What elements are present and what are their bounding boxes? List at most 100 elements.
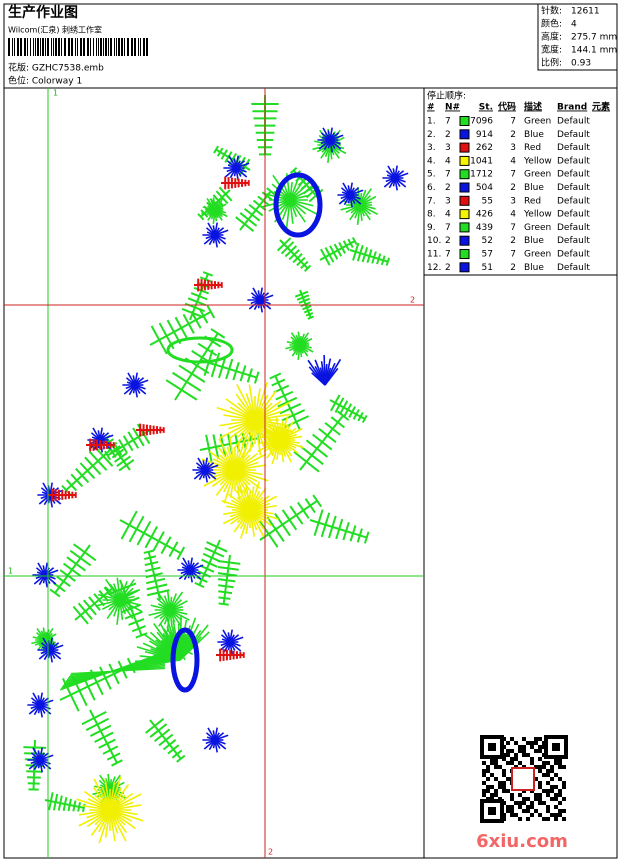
needle: 2 [445, 263, 451, 273]
qr-module [518, 801, 522, 805]
qr-module [558, 813, 562, 817]
bar [140, 38, 141, 56]
qr-module [526, 805, 530, 809]
bar [55, 38, 57, 56]
info-value: 4 [571, 20, 577, 30]
qr-module [510, 809, 514, 813]
description: Blue [524, 130, 544, 140]
qr-module [494, 765, 498, 769]
qr-module [558, 765, 562, 769]
color-swatch [460, 117, 469, 126]
qr-module [518, 817, 522, 821]
row-number: 12. [427, 263, 441, 273]
info-value: 12611 [571, 7, 600, 17]
qr-module [494, 777, 498, 781]
qr-module [538, 745, 542, 749]
bar [103, 38, 104, 56]
bar [138, 38, 139, 56]
table-title: 停止顺序: [427, 90, 466, 102]
bar [87, 38, 89, 56]
row-number: 8. [427, 210, 436, 220]
qr-module [510, 761, 514, 765]
needle: 7 [445, 223, 451, 233]
qr-module [534, 797, 538, 801]
color-swatch [460, 130, 469, 139]
brand: Default [557, 236, 590, 246]
row-number: 3. [427, 143, 436, 153]
bar [40, 38, 41, 56]
info-label: 针数: [541, 5, 562, 17]
column-header: 元素 [592, 101, 610, 113]
color-swatch [460, 223, 469, 232]
qr-module [526, 817, 530, 821]
guide-label: 2 [268, 848, 273, 857]
color-swatch [460, 210, 469, 219]
brand: Default [557, 183, 590, 193]
code: 4 [510, 156, 516, 166]
code: 4 [510, 210, 516, 220]
guide-label: 2 [410, 296, 415, 305]
stitches: 57 [482, 250, 493, 260]
qr-module [506, 741, 510, 745]
qr-module [506, 753, 510, 757]
code: 7 [510, 170, 516, 180]
color-swatch [460, 183, 469, 192]
bar [71, 38, 73, 56]
qr-module [554, 813, 558, 817]
bar [47, 38, 49, 56]
qr-module [506, 777, 510, 781]
stitches: 51 [482, 263, 493, 273]
column-header: Brand [557, 103, 587, 113]
qr-module [510, 757, 514, 761]
bar [98, 38, 99, 56]
code: 2 [510, 236, 516, 246]
qr-module [502, 785, 506, 789]
qr-module [550, 813, 554, 817]
description: Green [524, 170, 551, 180]
qr-module [518, 745, 522, 749]
row-number: 4. [427, 156, 436, 166]
qr-module [542, 765, 546, 769]
info-label: 比例: [541, 57, 562, 69]
qr-module [506, 761, 510, 765]
brand: Default [557, 196, 590, 206]
color-swatch [460, 263, 469, 272]
qr-module [546, 793, 550, 797]
qr-module [562, 817, 566, 821]
qr-module [514, 753, 518, 757]
qr-module [514, 757, 518, 761]
bar [146, 38, 148, 56]
bar [127, 38, 129, 56]
qr-module [538, 769, 542, 773]
qr-module [526, 741, 530, 745]
bar [121, 38, 123, 56]
bar [68, 38, 70, 56]
bar [75, 38, 76, 56]
qr-module [482, 773, 486, 777]
qr-module [546, 805, 550, 809]
row-number: 7. [427, 196, 436, 206]
column-header: N# [445, 103, 460, 113]
needle: 2 [445, 130, 451, 140]
column-header: St. [479, 103, 493, 113]
qr-module [518, 805, 522, 809]
qr-module [550, 789, 554, 793]
qr-module [554, 805, 558, 809]
qr-module [562, 765, 566, 769]
qr-module [522, 737, 526, 741]
code: 2 [510, 183, 516, 193]
qr-module [510, 797, 514, 801]
qr-module [546, 773, 550, 777]
qr-module [562, 797, 566, 801]
bar [53, 38, 54, 56]
qr-module [490, 793, 494, 797]
bar [93, 38, 94, 56]
brand: Default [557, 117, 590, 127]
description: Yellow [523, 156, 552, 166]
bar [100, 38, 102, 56]
bar [20, 38, 22, 56]
qr-module [486, 777, 490, 781]
qr-module [558, 801, 562, 805]
qr-module [506, 789, 510, 793]
bar [116, 38, 117, 56]
